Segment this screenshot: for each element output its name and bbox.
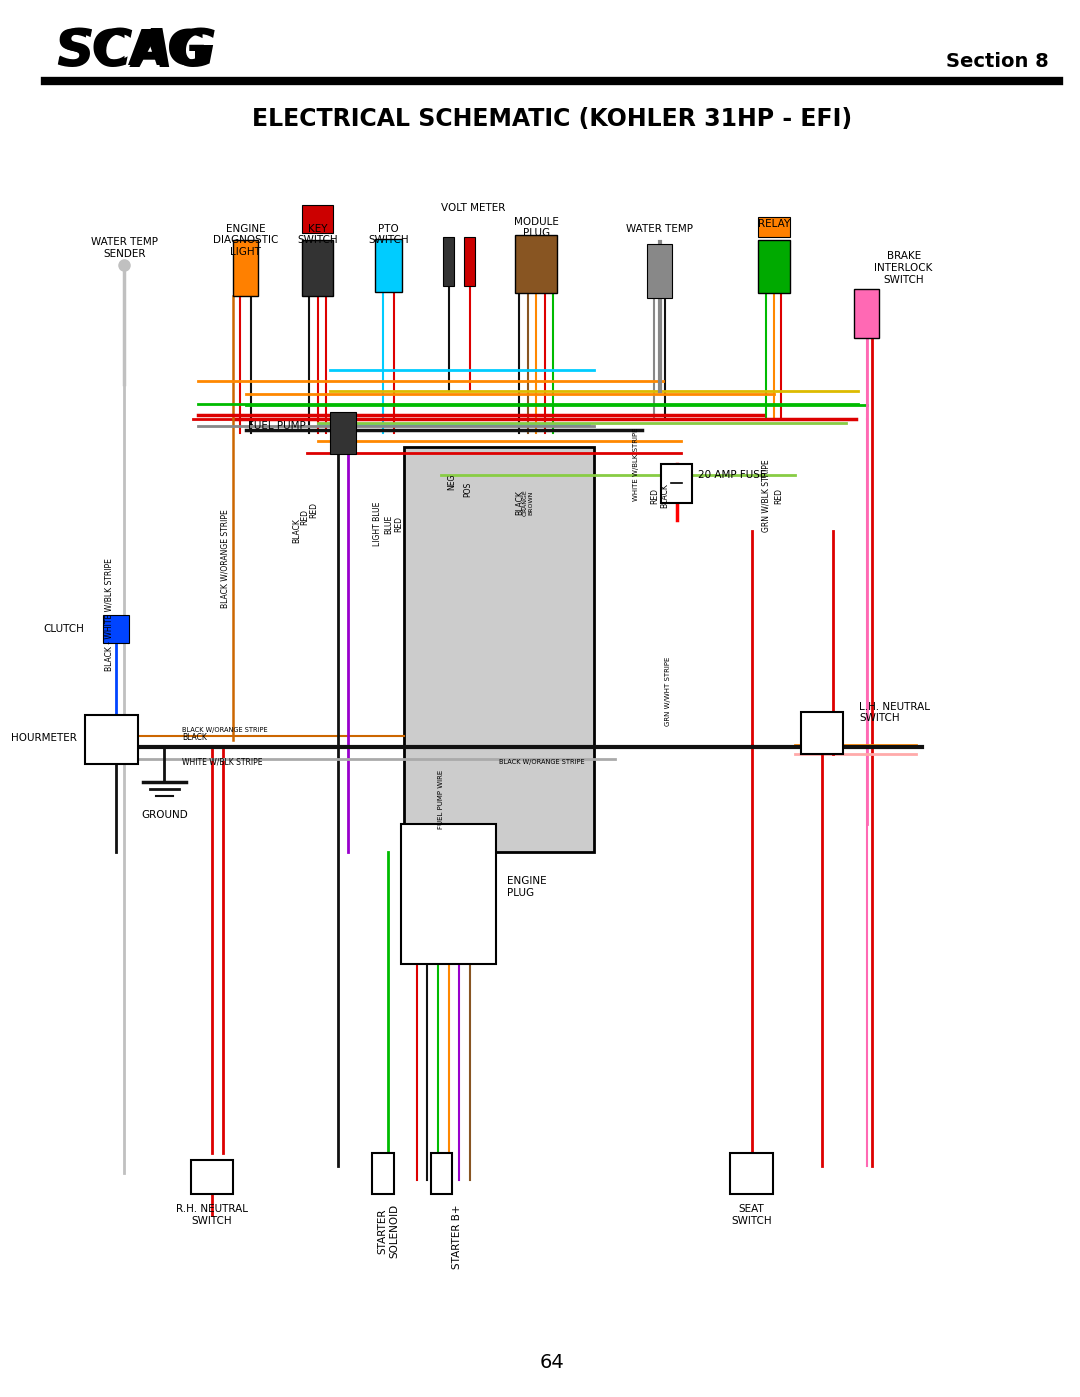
Text: Section 8: Section 8 <box>946 52 1049 71</box>
Bar <box>758 240 789 293</box>
Text: MODULE
PLUG: MODULE PLUG <box>514 217 558 237</box>
Text: HOURMETER: HOURMETER <box>11 732 77 743</box>
Text: L.H. NEUTRAL
SWITCH: L.H. NEUTRAL SWITCH <box>860 701 930 724</box>
Text: ENGINE
DIAGNOSTIC
LIGHT: ENGINE DIAGNOSTIC LIGHT <box>213 224 279 257</box>
Text: CLUTCH: CLUTCH <box>43 623 84 634</box>
Text: PTO
SWITCH: PTO SWITCH <box>368 224 408 244</box>
Text: 20 AMP FUSE: 20 AMP FUSE <box>698 469 766 481</box>
Text: SCAG: SCAG <box>56 25 217 78</box>
Text: WHITE W/BLK STRIPE: WHITE W/BLK STRIPE <box>183 757 262 766</box>
Text: SEAT
SWITCH: SEAT SWITCH <box>731 1204 772 1225</box>
Text: BLACK W/ORANGE STRIPE: BLACK W/ORANGE STRIPE <box>183 726 268 733</box>
Bar <box>375 239 402 292</box>
Text: RED: RED <box>309 502 318 518</box>
Text: KEY
SWITCH: KEY SWITCH <box>297 224 338 244</box>
Bar <box>373 1153 393 1194</box>
Bar <box>443 237 454 286</box>
Text: BRAKE
INTERLOCK
SWITCH: BRAKE INTERLOCK SWITCH <box>875 251 933 285</box>
Bar <box>301 205 334 233</box>
Text: BLACK - WHITE W/BLK STRIPE: BLACK - WHITE W/BLK STRIPE <box>104 559 113 671</box>
Text: RED: RED <box>394 515 404 532</box>
Text: RED: RED <box>300 509 309 525</box>
Text: RED: RED <box>774 488 784 504</box>
Text: BLUE: BLUE <box>383 514 393 534</box>
Bar <box>85 715 138 764</box>
Bar <box>233 240 258 296</box>
Bar <box>854 289 879 338</box>
Bar <box>330 412 355 454</box>
Text: BLACK W/ORANGE STRIPE: BLACK W/ORANGE STRIPE <box>499 759 585 766</box>
Bar <box>758 217 789 237</box>
Bar <box>301 240 334 296</box>
Text: NEG: NEG <box>447 474 456 490</box>
Bar <box>404 447 594 852</box>
Text: SCAG: SCAG <box>56 28 208 75</box>
Bar <box>730 1153 772 1194</box>
Text: BLACK: BLACK <box>661 483 670 509</box>
Text: ENGINE
PLUG: ENGINE PLUG <box>507 876 546 898</box>
Bar <box>647 244 673 298</box>
Text: STARTER B+: STARTER B+ <box>451 1204 462 1268</box>
Bar <box>431 1153 451 1194</box>
Text: WHITE W/BLK STRIPE: WHITE W/BLK STRIPE <box>634 427 639 500</box>
Text: GRN W/BLK STRIPE: GRN W/BLK STRIPE <box>761 460 771 532</box>
Text: ORANGE
BROWN: ORANGE BROWN <box>523 489 534 517</box>
Text: LIGHT BLUE: LIGHT BLUE <box>374 502 382 546</box>
Text: BLACK: BLACK <box>292 518 301 543</box>
Text: BLACK W/ORANGE STRIPE: BLACK W/ORANGE STRIPE <box>220 510 229 608</box>
Text: BLACK: BLACK <box>183 733 207 742</box>
Text: FUEL PUMP WIRE: FUEL PUMP WIRE <box>438 770 444 828</box>
Text: POS: POS <box>463 482 472 496</box>
Bar <box>104 615 129 643</box>
Text: WATER TEMP: WATER TEMP <box>626 224 693 233</box>
Bar <box>801 712 843 754</box>
Text: R.H. NEUTRAL
SWITCH: R.H. NEUTRAL SWITCH <box>176 1204 248 1225</box>
Bar <box>464 237 475 286</box>
Text: GROUND: GROUND <box>141 810 188 820</box>
Text: RED: RED <box>650 488 659 504</box>
Text: WATER TEMP
SENDER: WATER TEMP SENDER <box>91 237 158 258</box>
Text: RELAY: RELAY <box>758 219 789 229</box>
Text: 64: 64 <box>540 1352 565 1372</box>
Text: VOLT METER: VOLT METER <box>441 203 505 212</box>
Text: BLACK: BLACK <box>515 490 524 515</box>
Text: STARTER
SOLENOID: STARTER SOLENOID <box>378 1204 400 1259</box>
Bar <box>401 824 496 964</box>
Text: FUEL PUMP: FUEL PUMP <box>248 420 306 432</box>
Bar <box>191 1160 233 1194</box>
Text: ELECTRICAL SCHEMATIC (KOHLER 31HP - EFI): ELECTRICAL SCHEMATIC (KOHLER 31HP - EFI) <box>252 106 852 131</box>
Bar <box>661 464 692 503</box>
Bar <box>515 235 557 293</box>
Text: GRN W/WHT STRIPE: GRN W/WHT STRIPE <box>665 657 671 726</box>
